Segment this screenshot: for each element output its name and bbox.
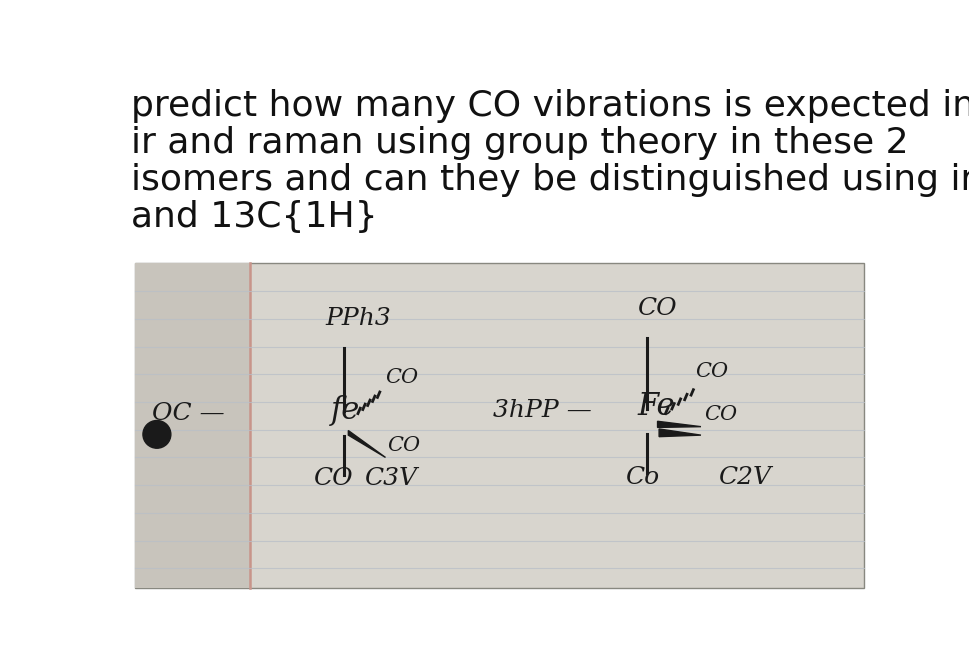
Text: C2V: C2V xyxy=(717,466,770,490)
Text: CO: CO xyxy=(694,361,727,381)
Text: 3hPP —: 3hPP — xyxy=(493,399,600,422)
Text: PPh3: PPh3 xyxy=(325,307,391,330)
Polygon shape xyxy=(658,429,701,437)
Polygon shape xyxy=(657,422,701,428)
Bar xyxy=(135,263,862,589)
Circle shape xyxy=(142,420,171,448)
Bar xyxy=(135,263,250,589)
Text: Co: Co xyxy=(624,466,659,490)
Text: isomers and can they be distinguished using ir: isomers and can they be distinguished us… xyxy=(131,163,969,197)
Text: CO: CO xyxy=(312,467,352,490)
Text: fe: fe xyxy=(331,395,360,426)
Text: Fe: Fe xyxy=(637,391,674,422)
Text: CO: CO xyxy=(703,405,736,424)
Text: OC —: OC — xyxy=(152,403,225,426)
Text: CO: CO xyxy=(385,368,418,387)
Text: and 13C{1H}: and 13C{1H} xyxy=(131,200,377,234)
Text: CO: CO xyxy=(637,297,676,320)
Text: predict how many CO vibrations is expected in: predict how many CO vibrations is expect… xyxy=(131,90,969,124)
Text: ir and raman using group theory in these 2: ir and raman using group theory in these… xyxy=(131,126,907,160)
Text: CO: CO xyxy=(387,436,420,456)
Text: C3V: C3V xyxy=(363,467,417,490)
Polygon shape xyxy=(348,430,385,458)
